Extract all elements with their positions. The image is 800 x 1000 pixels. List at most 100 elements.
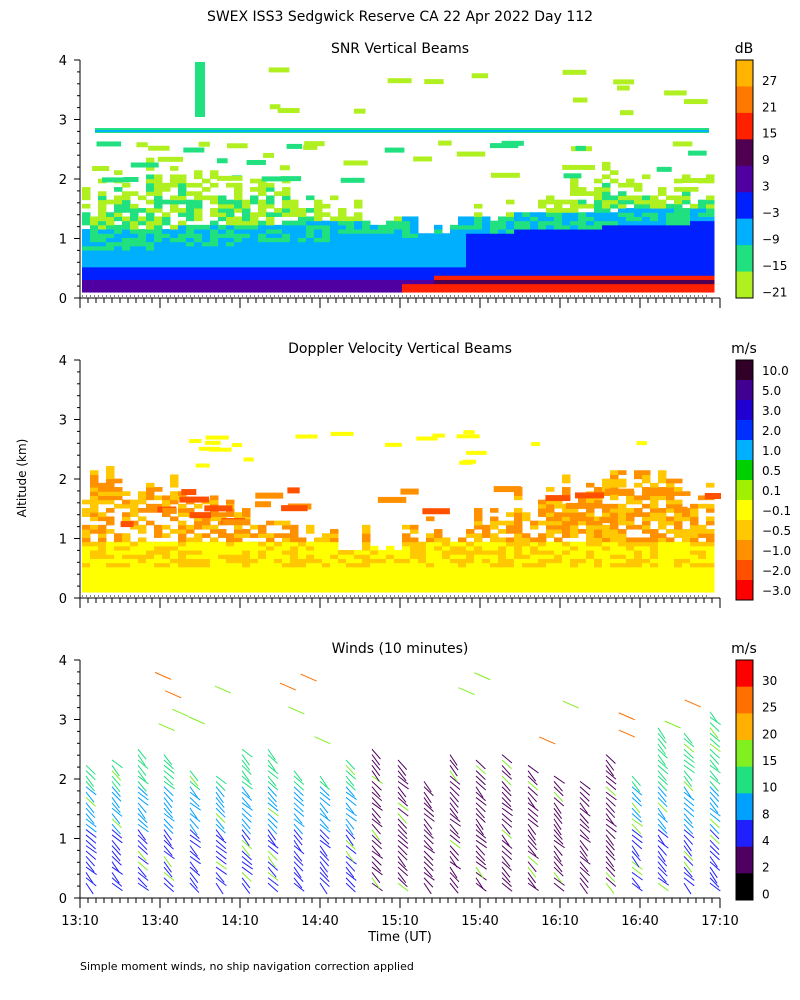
doppler-cell [138, 554, 147, 559]
doppler-cell [514, 571, 523, 576]
wind-barb [527, 813, 538, 823]
snr-cell [602, 283, 611, 289]
snr-cell [170, 182, 179, 188]
snr-cell [594, 254, 603, 259]
snr-cell [554, 203, 563, 209]
wind-barb [527, 775, 538, 786]
snr-cell [554, 229, 563, 234]
wind-barb [449, 775, 461, 785]
wind-barb [683, 850, 694, 861]
wind-barb [293, 866, 302, 879]
wind-barb [345, 797, 357, 806]
wind-barb [631, 839, 643, 850]
doppler-cell [362, 587, 371, 593]
snr-cell [314, 287, 323, 293]
snr-cell [554, 216, 563, 222]
snr-cell [514, 245, 523, 251]
snr-cell [322, 283, 331, 289]
doppler-cell [202, 558, 211, 564]
snr-cell [634, 287, 643, 293]
doppler-cell [418, 554, 427, 559]
snr-cell [82, 216, 91, 222]
snr-cell [234, 275, 243, 280]
snr-cell [138, 250, 147, 255]
doppler-cell [618, 537, 627, 543]
snr-cell [234, 258, 243, 264]
snr-cell [178, 266, 187, 272]
snr-cell [506, 250, 515, 255]
doppler-cell [490, 587, 499, 593]
doppler-cell [690, 550, 699, 555]
wind-barb [501, 829, 512, 839]
doppler-cell [394, 575, 403, 580]
snr-cell [546, 254, 555, 259]
snr-cell [538, 241, 547, 247]
colorbar-label: −9 [762, 233, 780, 247]
wind-barb [579, 834, 591, 843]
snr-cell [226, 203, 235, 209]
doppler-cell [90, 499, 99, 505]
wind-barb [397, 807, 409, 817]
wind-barb [267, 802, 279, 812]
wind-barb [605, 877, 617, 887]
doppler-cell [178, 545, 187, 551]
snr-cell [570, 203, 579, 209]
snr-cell [170, 166, 179, 171]
doppler-cell [290, 566, 299, 572]
doppler-cell [226, 512, 235, 517]
snr-cell [666, 275, 675, 280]
wind-barb [163, 759, 174, 770]
snr-cell [450, 250, 459, 255]
snr-cell [690, 220, 699, 226]
snr-cell [338, 283, 347, 289]
doppler-cell [490, 533, 499, 538]
snr-cell [290, 283, 299, 289]
wind-barb [709, 866, 718, 879]
wind-barb [163, 780, 175, 790]
snr-cell [418, 279, 427, 285]
doppler-cell [178, 583, 187, 589]
wind-barb [683, 829, 695, 839]
snr-cell [90, 229, 99, 234]
snr-cell [354, 279, 363, 285]
snr-cell [218, 258, 227, 264]
snr-cell [298, 208, 307, 213]
doppler-cell [106, 554, 115, 559]
doppler-cell [394, 558, 403, 564]
doppler-cell [562, 516, 571, 522]
snr-cell [146, 287, 155, 293]
snr-cell [530, 237, 539, 243]
wind-barb [215, 786, 225, 798]
snr-cell [682, 233, 691, 238]
snr-cell [602, 161, 611, 167]
snr-cell [226, 279, 235, 285]
doppler-cell [474, 571, 483, 576]
snr-cell [618, 250, 627, 255]
wind-barb [579, 861, 589, 873]
doppler-cell [98, 537, 107, 543]
doppler-cell [162, 524, 171, 530]
snr-cell [450, 266, 459, 272]
doppler-cell [618, 541, 627, 547]
snr-cell [530, 275, 539, 280]
snr-cell [194, 283, 203, 289]
snr-cell [650, 245, 659, 251]
doppler-cell [122, 503, 131, 509]
doppler-cell [122, 541, 131, 547]
doppler-cell [170, 474, 179, 480]
wind-barb [319, 866, 329, 878]
doppler-cell [346, 575, 355, 580]
doppler-cell [426, 579, 435, 585]
snr-cell [170, 208, 179, 213]
doppler-cell [602, 508, 611, 513]
doppler-cell [146, 491, 155, 496]
snr-cell [698, 199, 707, 205]
wind-barb [137, 882, 149, 891]
wind-barb [137, 823, 149, 833]
snr-cell [98, 241, 107, 247]
snr-cell [378, 258, 387, 264]
snr-cell [370, 283, 379, 289]
wind-barb [423, 834, 434, 845]
snr-cell [90, 237, 99, 243]
